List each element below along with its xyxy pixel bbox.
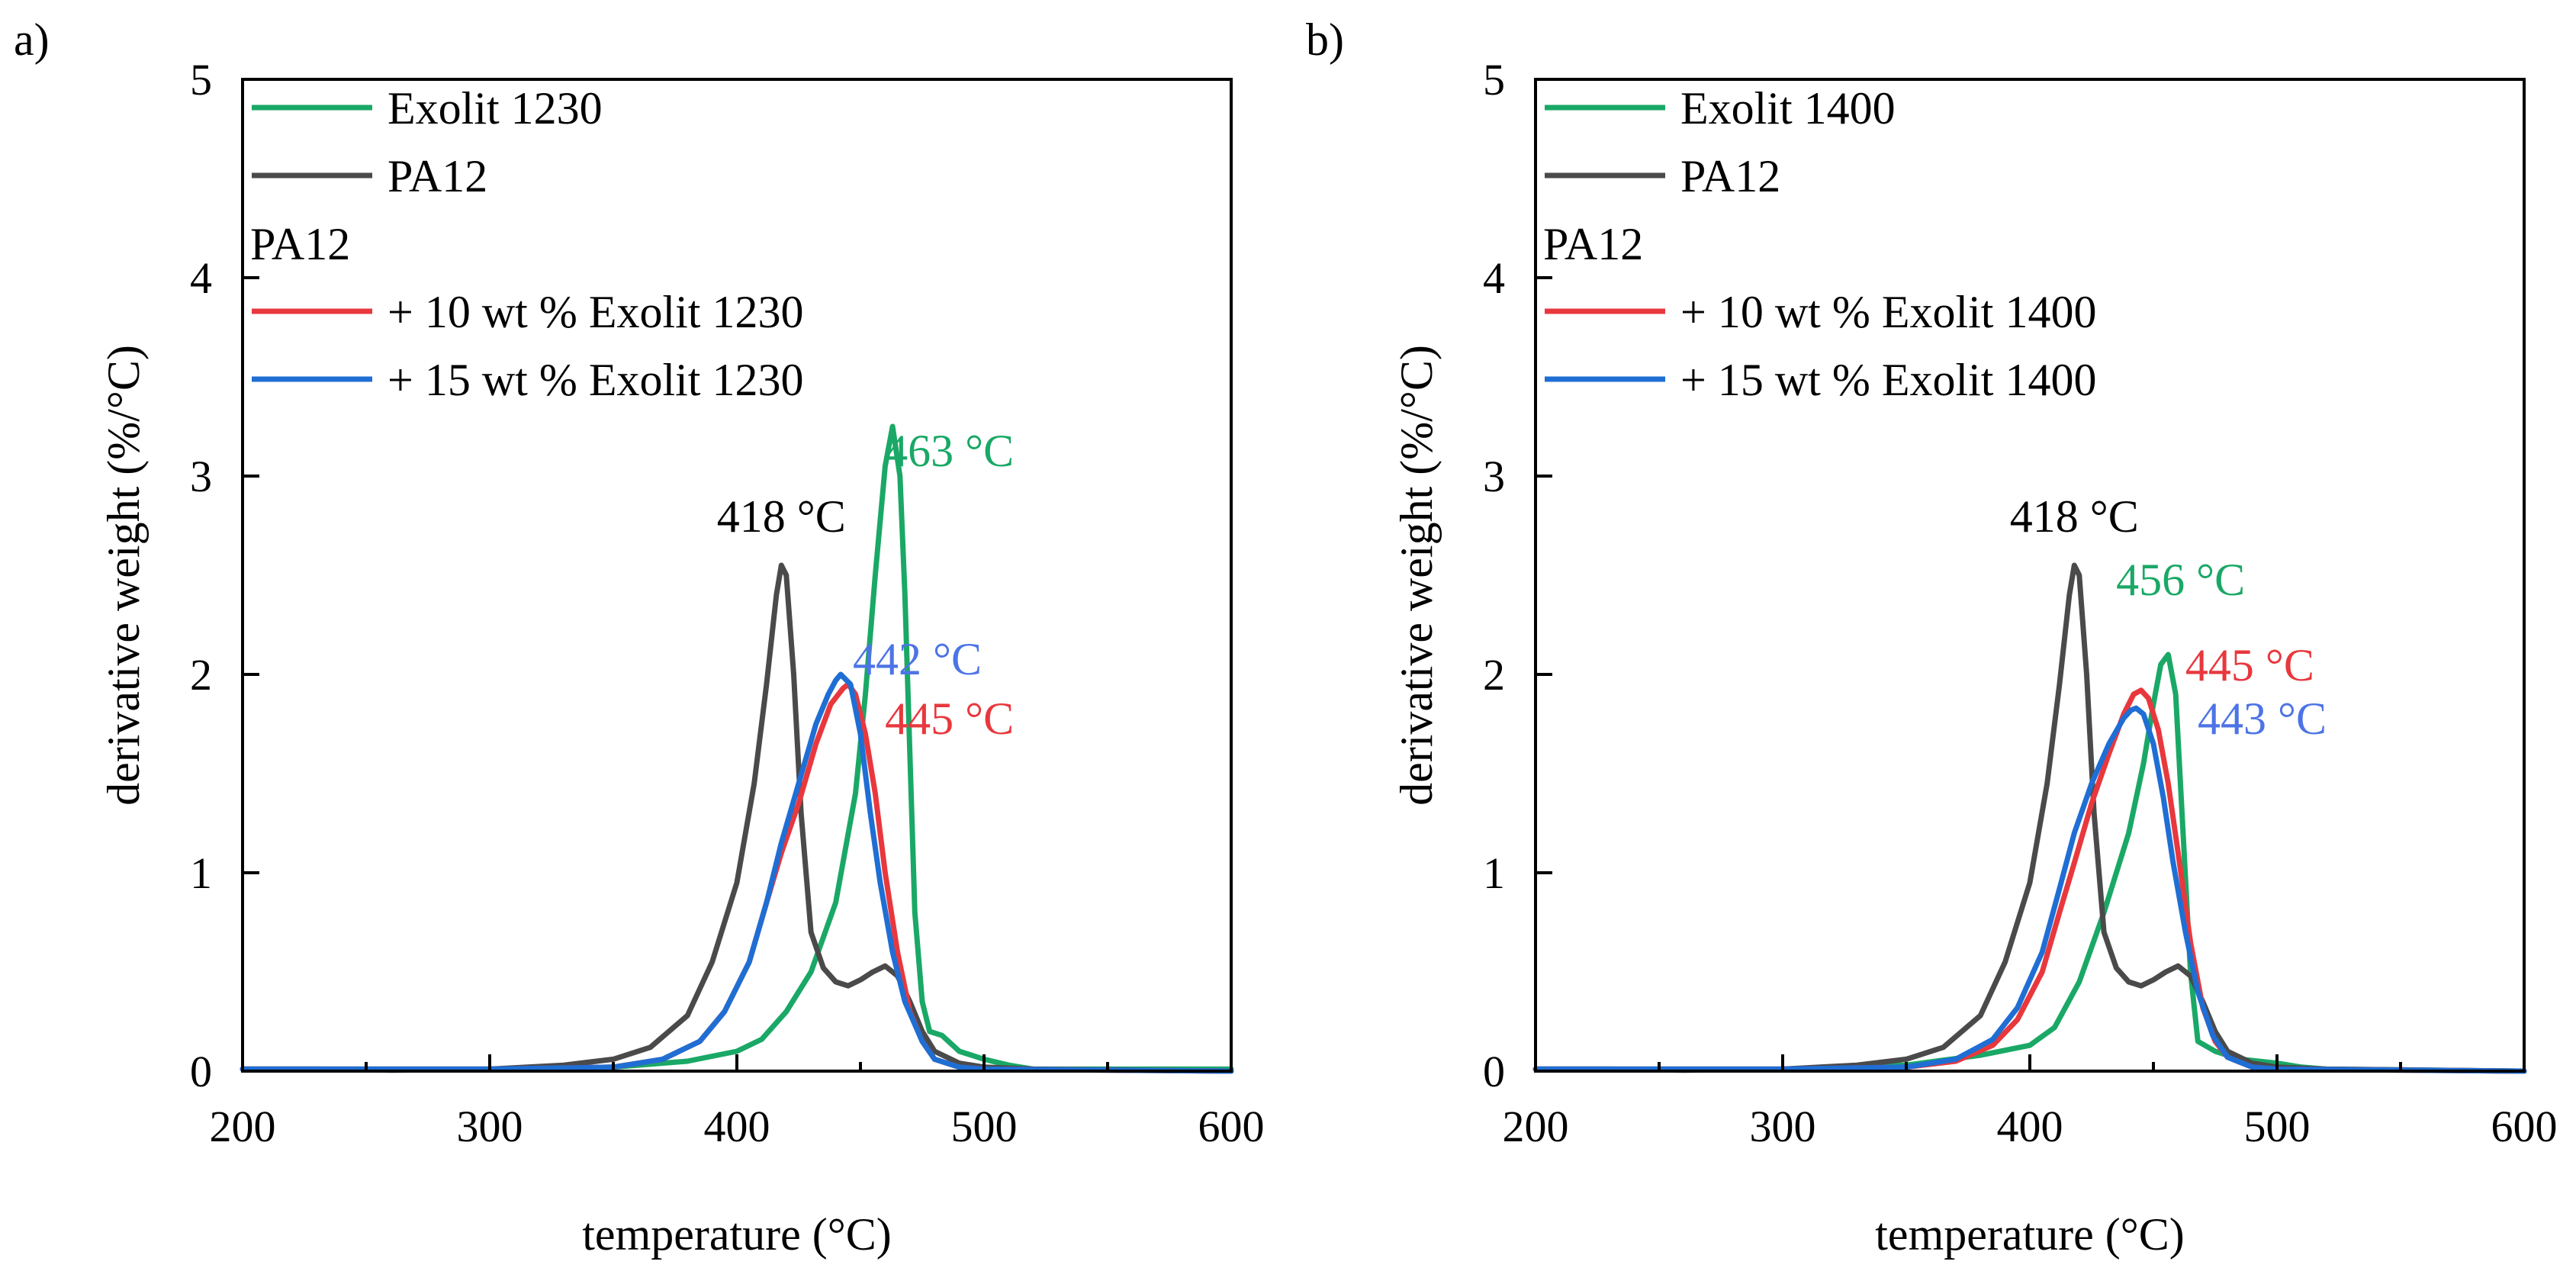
peak-annotation: 445 °C — [885, 693, 1014, 744]
y-tick-label: 0 — [1483, 1047, 1505, 1096]
y-tick-label: 5 — [190, 55, 212, 105]
panel-label: a) — [14, 14, 50, 65]
panel-a: a) 200 300 400 500 600 0 1 2 3 4 5 temperature (°C) d… — [14, 14, 1265, 1260]
x-axis-title: temperature (°C) — [582, 1209, 891, 1260]
plot-frame — [1534, 78, 2526, 1073]
legend-label: PA12 — [1680, 151, 1780, 201]
panel-label: b) — [1306, 14, 1344, 65]
x-tick-label: 600 — [1198, 1102, 1265, 1151]
legend-label: + 10 wt % Exolit 1230 — [388, 287, 803, 337]
series-line-2 — [240, 562, 1234, 1074]
y-tick-label: 1 — [1483, 848, 1505, 898]
x-tick-label: 300 — [457, 1102, 523, 1151]
peak-annotation: 443 °C — [2198, 693, 2327, 744]
series-line-4 — [240, 671, 1234, 1074]
x-tick-label: 200 — [1503, 1102, 1569, 1151]
x-tick-label: 400 — [704, 1102, 770, 1151]
legend-label: Exolit 1230 — [388, 83, 603, 134]
peak-annotation: 418 °C — [717, 491, 846, 542]
peak-annotation: 463 °C — [885, 426, 1014, 476]
x-tick-label: 600 — [2491, 1102, 2558, 1151]
series-line-2 — [1532, 562, 2527, 1074]
legend: Exolit 1400 PA12 PA12 + 10 wt % Exolit 1400… — [1543, 83, 2096, 405]
y-tick-label: 3 — [190, 452, 212, 501]
x-tick-label: 200 — [210, 1102, 276, 1151]
panel-b: b) 200 300 400 500 600 0 1 2 3 4 5 temperature (°C) d… — [1306, 14, 2558, 1260]
x-tick-label: 500 — [2244, 1102, 2311, 1151]
peak-annotation: 456 °C — [2116, 555, 2245, 605]
y-axis-title: derivative weight (%/°C) — [98, 345, 149, 806]
legend-subheader: PA12 — [1543, 219, 1643, 269]
x-tick-label: 300 — [1750, 1102, 1816, 1151]
peak-annotation: 442 °C — [853, 634, 982, 684]
legend-label: + 10 wt % Exolit 1400 — [1680, 287, 2096, 337]
y-tick-label: 1 — [190, 848, 212, 898]
y-tick-label: 3 — [1483, 452, 1505, 501]
y-axis-title: derivative weight (%/°C) — [1391, 345, 1442, 806]
y-tick-label: 4 — [1483, 253, 1505, 303]
x-axis-title: temperature (°C) — [1875, 1209, 2184, 1260]
peak-annotation: 418 °C — [2010, 491, 2139, 542]
legend-label: Exolit 1400 — [1680, 83, 1896, 134]
legend: Exolit 1230 PA12 PA12 + 10 wt % Exolit 1230… — [250, 83, 803, 405]
series-line-1 — [240, 423, 1234, 1072]
x-tick-label: 500 — [951, 1102, 1018, 1151]
y-tick-label: 2 — [1483, 650, 1505, 700]
legend-label: PA12 — [388, 151, 487, 201]
peak-annotation: 445 °C — [2185, 640, 2314, 690]
y-tick-label: 0 — [190, 1047, 212, 1096]
y-tick-label: 4 — [190, 253, 212, 303]
series-line-1 — [1532, 652, 2527, 1074]
x-tick-label: 400 — [1997, 1102, 2063, 1151]
y-tick-label: 5 — [1483, 55, 1505, 105]
series-line-4 — [1532, 705, 2527, 1074]
legend-label: + 15 wt % Exolit 1400 — [1680, 355, 2096, 405]
legend-subheader: PA12 — [250, 219, 350, 269]
plot-frame — [241, 78, 1233, 1073]
y-tick-label: 2 — [190, 650, 212, 700]
legend-label: + 15 wt % Exolit 1230 — [388, 355, 803, 405]
